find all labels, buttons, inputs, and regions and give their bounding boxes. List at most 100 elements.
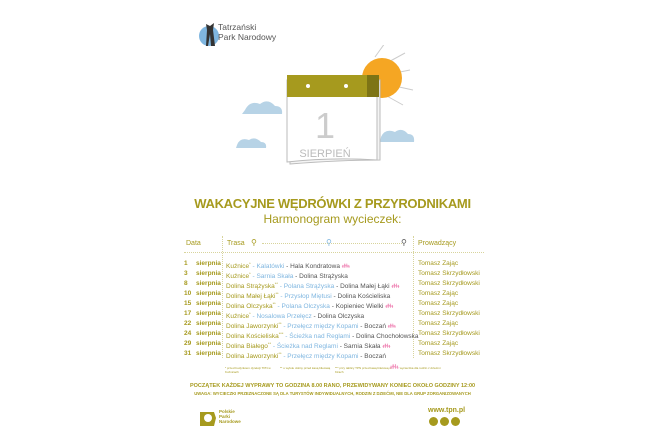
route-via: Ścieżka nad Reglami xyxy=(289,333,351,341)
route-via: Przełęcz między Kopami xyxy=(287,323,359,331)
row-month: sierpnia xyxy=(196,340,221,347)
row-day: 10 xyxy=(184,290,192,297)
route-end: Boczań xyxy=(364,353,386,361)
route-via: Sarnia Skała xyxy=(256,273,294,281)
divider xyxy=(222,236,223,358)
legend-text: wycieczka dla rodzin z dziećmi xyxy=(399,366,441,370)
row-leader: Tomasz Zając xyxy=(418,320,459,327)
route-end: Kopieniec Wielki xyxy=(335,303,384,311)
website-link[interactable]: www.tpn.pl xyxy=(428,407,466,414)
row-day: 29 xyxy=(184,340,192,347)
cloud-icon xyxy=(236,138,267,148)
divider xyxy=(413,236,414,358)
group-note: UWAGA: WYCIECZKI PRZEZNACZONE SĄ DLA TUR… xyxy=(194,391,471,396)
row-month: sierpnia xyxy=(196,320,221,327)
row-day: 1 xyxy=(184,260,188,267)
route-mark: * xyxy=(249,261,251,266)
route-end: Hala Kondratowa xyxy=(290,263,340,271)
route-end: Dolina Małej Łąki xyxy=(340,283,390,291)
route-mark: ** xyxy=(274,281,278,286)
calendar-illustration xyxy=(236,45,415,165)
row-day: 24 xyxy=(184,330,192,337)
pin-end-icon: ⚲ xyxy=(401,238,407,247)
row-month: sierpnia xyxy=(196,330,221,337)
instagram-icon[interactable] xyxy=(440,417,449,426)
tpn-logo-icon xyxy=(199,23,219,46)
facebook-icon[interactable] xyxy=(451,417,460,426)
calendar-day: 1 xyxy=(314,105,336,146)
route-end: Dolina Chochołowska xyxy=(356,333,419,341)
route-end: Dolina Strążyska xyxy=(299,273,348,281)
cloud-icon xyxy=(242,101,283,114)
table-row: 22 sierpnia Dolina Jaworzynki** - Przełę… xyxy=(184,319,484,331)
ppn-logo-text: Polskie Parki Narodowe xyxy=(219,409,241,424)
header-date: Data xyxy=(186,240,201,247)
row-leader: Tomasz Skrzydłowski xyxy=(418,330,480,337)
row-route: Dolina Jaworzynki** - Przełęcz między Ko… xyxy=(226,351,386,361)
social-links xyxy=(429,417,460,426)
table-row: 31 sierpnia Dolina Jaworzynki** - Przełę… xyxy=(184,349,484,361)
family-icon: 👪︎ xyxy=(341,263,351,271)
route-via: Kalatówki xyxy=(256,263,285,271)
legend-mark: *** xyxy=(335,366,339,370)
row-route: Dolina Olczyska** - Polana Olczyska - Ko… xyxy=(226,301,394,311)
route-start: Dolina Jaworzynki xyxy=(226,353,279,361)
route-line xyxy=(262,243,402,244)
row-route: Dolina Białego** - Ścieżka nad Reglami -… xyxy=(226,341,391,351)
start-time-note: POCZĄTEK KAŻDEJ WYPRAWY TO GODZINA 8.00 … xyxy=(189,383,476,389)
cloud-icon xyxy=(380,129,415,142)
row-route: Dolina Małej Łąki** - Przysłop Miętusi -… xyxy=(226,291,391,301)
route-start: Kuźnice xyxy=(226,273,250,281)
route-start: Dolina Strążyska xyxy=(226,283,275,291)
route-via: Polana Strążyska xyxy=(283,283,335,291)
route-mark: ** xyxy=(278,321,282,326)
route-start: Kuźnice xyxy=(226,313,250,321)
table-row: 3 sierpnia Kuźnice* - Sarnia Skała - Dol… xyxy=(184,269,484,281)
row-leader: Tomasz Skrzydłowski xyxy=(418,270,480,277)
route-start: Dolina Olczyska xyxy=(226,303,273,311)
route-start: Dolina Jaworzynki xyxy=(226,323,279,331)
route-start: Dolina Białego xyxy=(226,343,268,351)
pin-via-icon: ⚲ xyxy=(326,238,332,247)
row-leader: Tomasz Zając xyxy=(418,300,459,307)
row-leader: Tomasz Skrzydłowski xyxy=(418,280,480,287)
header-route: Trasa xyxy=(227,240,245,247)
route-start: Dolina Kościeliska xyxy=(226,333,279,341)
route-start: Dolina Małej Łąki xyxy=(226,293,276,301)
page-title: WAKACYJNE WĘDRÓWKI Z PRZYRODNIKAMI xyxy=(194,196,471,211)
row-day: 15 xyxy=(184,300,192,307)
row-leader: Tomasz Zając xyxy=(418,260,459,267)
table-row: 29 sierpnia Dolina Białego** - Ścieżka n… xyxy=(184,339,484,351)
legend-item: 👪︎ wycieczka dla rodzin z dziećmi xyxy=(390,364,450,371)
header-leader: Prowadzący xyxy=(418,240,457,247)
legend-text: przed budynkiem dyrekcji TPN w Kuźnicach xyxy=(225,366,271,374)
route-via: Polana Olczyska xyxy=(281,303,330,311)
route-via: Przełęcz między Kopami xyxy=(287,353,359,361)
pin-start-icon: ⚲ xyxy=(251,238,257,247)
row-day: 3 xyxy=(184,270,188,277)
twitter-icon[interactable] xyxy=(429,417,438,426)
table-row: 1 sierpnia Kuźnice* - Kalatówki - Hala K… xyxy=(184,259,484,271)
legend-mark: ** xyxy=(280,366,283,370)
route-end: Sarnia Skała xyxy=(343,343,381,351)
family-icon: 👪︎ xyxy=(387,323,397,331)
route-mark: * xyxy=(249,271,251,276)
row-day: 31 xyxy=(184,350,192,357)
row-leader: Tomasz Skrzydłowski xyxy=(418,350,480,357)
row-month: sierpnia xyxy=(196,310,221,317)
legend-item: * przed budynkiem dyrekcji TPN w Kuźnica… xyxy=(225,366,285,374)
row-route: Kuźnice* - Nosalowa Przełęcz - Dolina Ol… xyxy=(226,311,365,321)
legend-text: przy tablicy TPN przed kasą biletową w K… xyxy=(335,366,392,374)
family-icon: 👪︎ xyxy=(390,364,399,371)
row-month: sierpnia xyxy=(196,260,221,267)
row-month: sierpnia xyxy=(196,350,221,357)
table-row: 17 sierpnia Kuźnice* - Nosalowa Przełęcz… xyxy=(184,309,484,321)
row-day: 22 xyxy=(184,320,192,327)
row-route: Kuźnice* - Kalatówki - Hala Kondratowa 👪… xyxy=(226,261,351,271)
legend-item: ** u wylotu doliny przed kasą biletową xyxy=(280,366,340,370)
ppn-logo-icon xyxy=(200,412,216,426)
row-leader: Tomasz Zając xyxy=(418,290,459,297)
legend-item: *** przy tablicy TPN przed kasą biletową… xyxy=(335,366,395,374)
route-mark: ** xyxy=(278,351,282,356)
row-month: sierpnia xyxy=(196,280,221,287)
